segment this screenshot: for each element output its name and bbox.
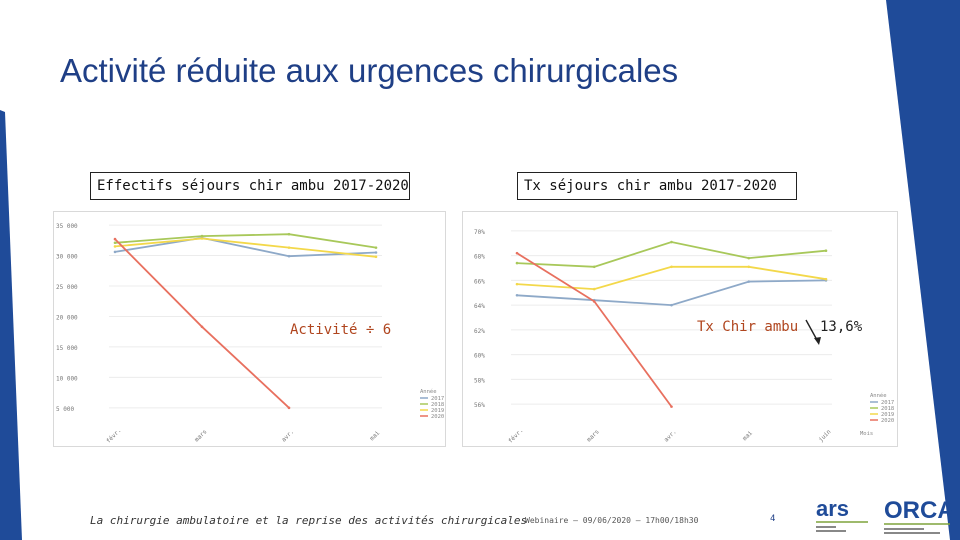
data-point-2020 bbox=[287, 406, 291, 410]
data-point-2017 bbox=[374, 251, 378, 254]
y-tick-label: 5 000 bbox=[56, 406, 74, 413]
tx-chir-ambu-label: Tx Chir ambu bbox=[697, 319, 799, 335]
footer-presentation-title: La chirurgie ambulatoire et la reprise d… bbox=[90, 514, 528, 527]
data-point-2018 bbox=[374, 246, 378, 249]
data-point-2017 bbox=[113, 250, 117, 254]
legend-label-2019: 2019 bbox=[431, 408, 444, 414]
chart-taux: 70%68%66%64%62%60%58%56%févr. mars avr. mai… bbox=[462, 211, 898, 447]
data-point-2017 bbox=[515, 293, 519, 297]
left-blue-band bbox=[0, 110, 22, 540]
legend-label-2020: 2020 bbox=[431, 414, 444, 420]
legend-title: Année bbox=[420, 388, 437, 395]
legend-title: Année bbox=[870, 392, 887, 399]
y-tick-label: 70% bbox=[474, 229, 485, 236]
data-point-2018 bbox=[287, 232, 291, 236]
series-line-2018 bbox=[114, 233, 377, 249]
data-point-2018 bbox=[515, 261, 519, 265]
data-point-2018 bbox=[200, 234, 204, 238]
chart-1-title: Effectifs séjours chir ambu 2017-2020 bbox=[90, 172, 410, 200]
data-point-2019 bbox=[200, 237, 204, 240]
annotation-arrow bbox=[805, 319, 821, 345]
data-point-2017 bbox=[747, 280, 751, 283]
y-tick-label: 62% bbox=[474, 328, 485, 335]
y-tick-label: 25 000 bbox=[56, 284, 78, 291]
y-tick-label: 66% bbox=[474, 278, 485, 285]
activity-ratio-label: Activité ÷ 6 bbox=[290, 322, 392, 338]
data-point-2017 bbox=[287, 254, 291, 258]
y-tick-label: 15 000 bbox=[56, 345, 78, 352]
data-point-2020 bbox=[592, 300, 596, 303]
ars-logo: ars bbox=[816, 496, 868, 532]
legend-label-2018: 2018 bbox=[881, 406, 894, 412]
data-point-2020 bbox=[113, 237, 117, 241]
data-point-2018 bbox=[747, 256, 751, 260]
data-point-2018 bbox=[670, 240, 673, 244]
y-tick-label: 64% bbox=[474, 303, 485, 310]
page-number: 4 bbox=[770, 514, 776, 524]
data-point-2018 bbox=[592, 265, 596, 269]
y-tick-label: 68% bbox=[474, 254, 485, 261]
legend-label-2020: 2020 bbox=[881, 418, 894, 424]
data-point-2019 bbox=[824, 277, 828, 281]
data-point-2020 bbox=[670, 405, 673, 408]
y-tick-label: 58% bbox=[474, 377, 485, 384]
legend-label-2017: 2017 bbox=[431, 396, 444, 402]
orca-logo-text: ORCA bbox=[884, 497, 952, 524]
orca-logo: ORCA bbox=[884, 497, 952, 534]
legend-label-2019: 2019 bbox=[881, 412, 894, 418]
data-point-2020 bbox=[200, 325, 204, 329]
y-tick-label: 35 000 bbox=[56, 223, 78, 230]
series-line-2017 bbox=[114, 236, 377, 258]
y-tick-label: 56% bbox=[474, 402, 485, 409]
y-tick-label: 60% bbox=[474, 353, 485, 360]
y-tick-label: 10 000 bbox=[56, 375, 78, 382]
data-point-2018 bbox=[113, 241, 117, 245]
data-point-2019 bbox=[287, 246, 291, 249]
data-point-2019 bbox=[515, 282, 519, 286]
chart-effectifs: 35 000 30 000 25 000 20 000 15 000 10 000 5 00… bbox=[53, 211, 446, 447]
tx-chir-ambu-value: 13,6% bbox=[820, 319, 863, 335]
legend-label-2018: 2018 bbox=[431, 402, 444, 408]
right-blue-band bbox=[886, 0, 960, 540]
data-point-2018 bbox=[824, 249, 828, 252]
data-point-2019 bbox=[374, 255, 378, 259]
data-point-2019 bbox=[670, 265, 673, 269]
footer-webinar-info: Webinaire – 09/06/2020 – 17h00/18h30 bbox=[525, 516, 699, 525]
legend-label-2017: 2017 bbox=[881, 400, 894, 406]
y-tick-label: 30 000 bbox=[56, 254, 78, 261]
series-line-2019 bbox=[114, 237, 377, 258]
chart-2-title: Tx séjours chir ambu 2017-2020 bbox=[517, 172, 797, 200]
data-point-2017 bbox=[670, 303, 673, 307]
ars-logo-text: ars bbox=[816, 496, 849, 521]
y-tick-label: 20 000 bbox=[56, 314, 78, 321]
data-point-2020 bbox=[515, 251, 519, 255]
data-point-2019 bbox=[113, 245, 117, 248]
data-point-2019 bbox=[592, 287, 596, 291]
slide-title: Activité réduite aux urgences chirurgica… bbox=[60, 52, 679, 89]
x-axis-label: Mois bbox=[860, 431, 873, 437]
data-point-2019 bbox=[747, 265, 751, 269]
